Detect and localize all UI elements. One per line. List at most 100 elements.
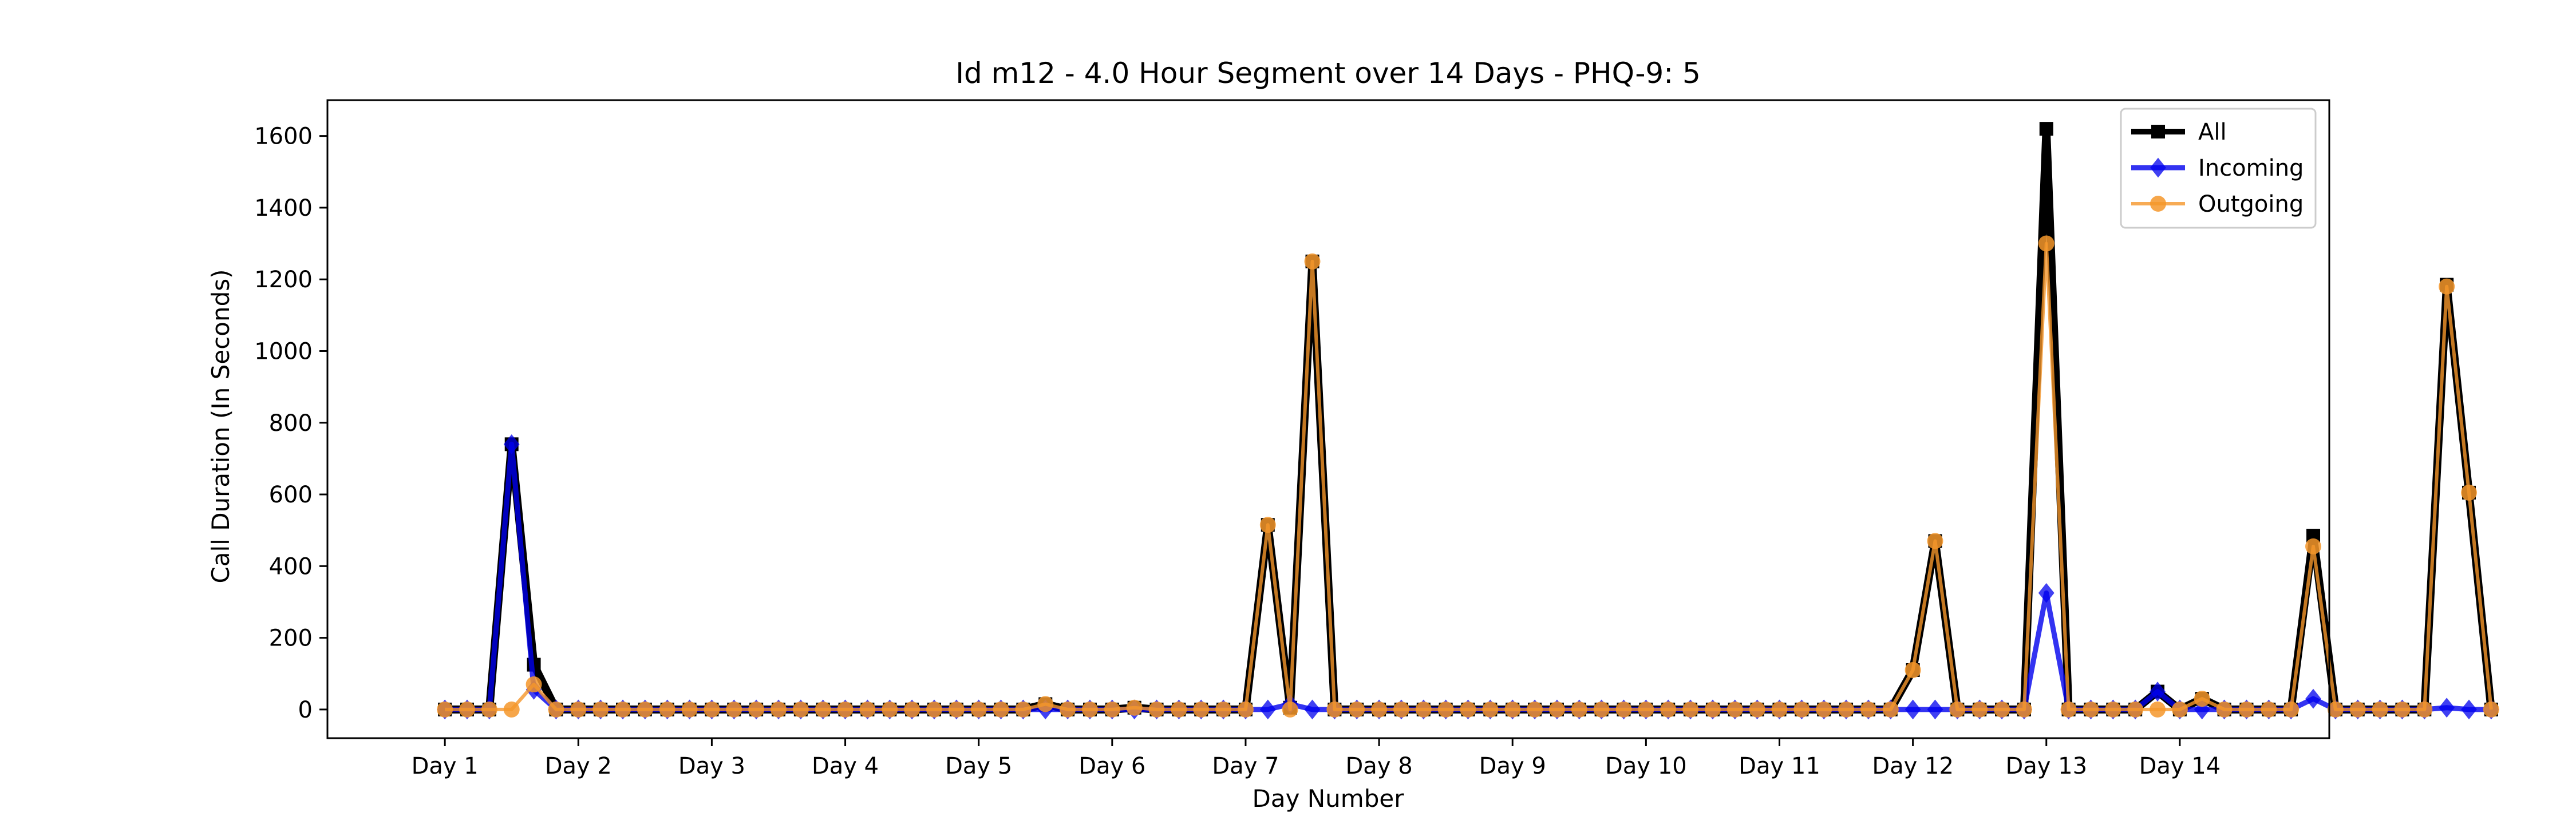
data-point-outgoing [2483,701,2499,718]
data-point-incoming [1259,699,1276,720]
data-point-incoming [1927,699,1943,720]
x-tick-label: Day 7 [1212,753,1279,779]
legend-marker [2151,125,2165,138]
y-axis-title: Call Duration (In Seconds) [207,269,235,583]
axes: 0 200 400 600 800 1000 1200 1400 1600 Day 1 Day 2 D… [254,99,2330,779]
legend-entry-incoming: Incoming [2131,155,2304,181]
data-point-outgoing [570,701,587,718]
x-tick-label: Day 9 [1479,753,1546,779]
data-point-outgoing [1282,701,1298,718]
plot-area [437,122,2499,720]
x-tick-label: Day 13 [2005,753,2087,779]
legend-entry-outgoing: Outgoing [2131,191,2304,217]
data-point-outgoing [1148,701,1165,718]
data-point-outgoing [1548,701,1565,718]
data-point-outgoing [1081,701,1098,718]
x-tick-label: Day 10 [1605,753,1687,779]
x-axis-title: Day Number [1252,785,1404,813]
data-point-outgoing [2060,701,2077,718]
data-point-outgoing [1104,701,1120,718]
data-point-outgoing [1126,699,1143,716]
x-tick-label: Day 3 [678,753,745,779]
y-tick-label: 600 [269,482,313,508]
data-point-incoming [2305,688,2321,709]
data-point-outgoing [1994,701,2010,718]
data-point-outgoing [481,701,497,718]
legend-label: Incoming [2198,155,2304,181]
data-point-outgoing [1259,517,1276,533]
data-point-outgoing [615,701,631,718]
legend-label: All [2198,119,2227,145]
data-point-outgoing [1816,701,1832,718]
data-point-outgoing [904,701,920,718]
data-point-outgoing [1704,701,1721,718]
legend-label: Outgoing [2198,191,2304,217]
y-tick-label: 200 [269,625,313,652]
legend-marker [2150,157,2166,178]
data-point-incoming [1905,699,1921,720]
data-point-outgoing [1504,701,1521,718]
data-point-outgoing [1193,701,1210,718]
x-tick-label: Day 6 [1078,753,1145,779]
data-point-incoming [1304,699,1321,720]
data-point-outgoing [1771,701,1788,718]
plot-frame [326,99,2330,739]
data-point-outgoing [792,701,809,718]
data-point-outgoing [1171,701,1187,718]
data-point-outgoing [2150,701,2166,718]
data-point-outgoing [859,701,876,718]
data-point-outgoing [1793,701,1810,718]
y-tick-label: 1400 [254,195,313,221]
y-tick-label: 1600 [254,124,313,150]
data-point-outgoing [1682,701,1699,718]
data-point-outgoing [2327,701,2344,718]
legend-entry-all: All [2131,119,2227,145]
data-point-outgoing [1060,701,1076,718]
data-point-outgoing [548,701,564,718]
y-tick-label: 800 [269,410,313,437]
x-tick-label: Day 8 [1346,753,1413,779]
data-point-incoming [2461,699,2477,720]
y-tick-label: 0 [298,697,313,723]
data-point-incoming [503,434,520,454]
data-point-outgoing [1371,701,1388,718]
x-tick-label: Day 4 [812,753,879,779]
data-point-outgoing [2083,701,2099,718]
data-point-outgoing [526,676,542,693]
data-point-outgoing [681,701,698,718]
data-point-outgoing [2127,701,2144,718]
series-incoming [437,434,2499,720]
data-point-outgoing [704,701,720,718]
data-point-outgoing [459,701,476,718]
legend-marker [2150,196,2166,212]
data-point-outgoing [1437,701,1454,718]
data-point-all [2039,122,2053,136]
data-point-outgoing [2305,538,2322,554]
data-point-outgoing [1460,701,1476,718]
data-point-outgoing [1749,701,1765,718]
data-point-outgoing [1638,701,1654,718]
data-point-outgoing [748,701,765,718]
data-point-outgoing [2038,235,2055,252]
data-point-outgoing [2349,701,2366,718]
data-point-outgoing [1349,701,1365,718]
data-point-outgoing [1326,701,1343,718]
data-point-outgoing [1660,701,1677,718]
series-outgoing [437,235,2499,718]
x-tick-label: Day 11 [1739,753,1820,779]
data-point-outgoing [592,701,609,718]
data-point-outgoing [2439,278,2455,295]
x-tick-label: Day 14 [2139,753,2221,779]
data-point-outgoing [1593,701,1610,718]
y-tick-label: 1000 [254,338,313,365]
data-point-outgoing [1015,701,1032,718]
data-point-outgoing [2416,701,2433,718]
data-point-outgoing [2194,691,2210,707]
data-point-outgoing [437,701,453,718]
data-point-outgoing [1971,701,1988,718]
data-point-outgoing [2016,701,2032,718]
y-tick-label: 400 [269,553,313,580]
data-point-outgoing [1393,701,1409,718]
data-point-outgoing [1726,701,1743,718]
